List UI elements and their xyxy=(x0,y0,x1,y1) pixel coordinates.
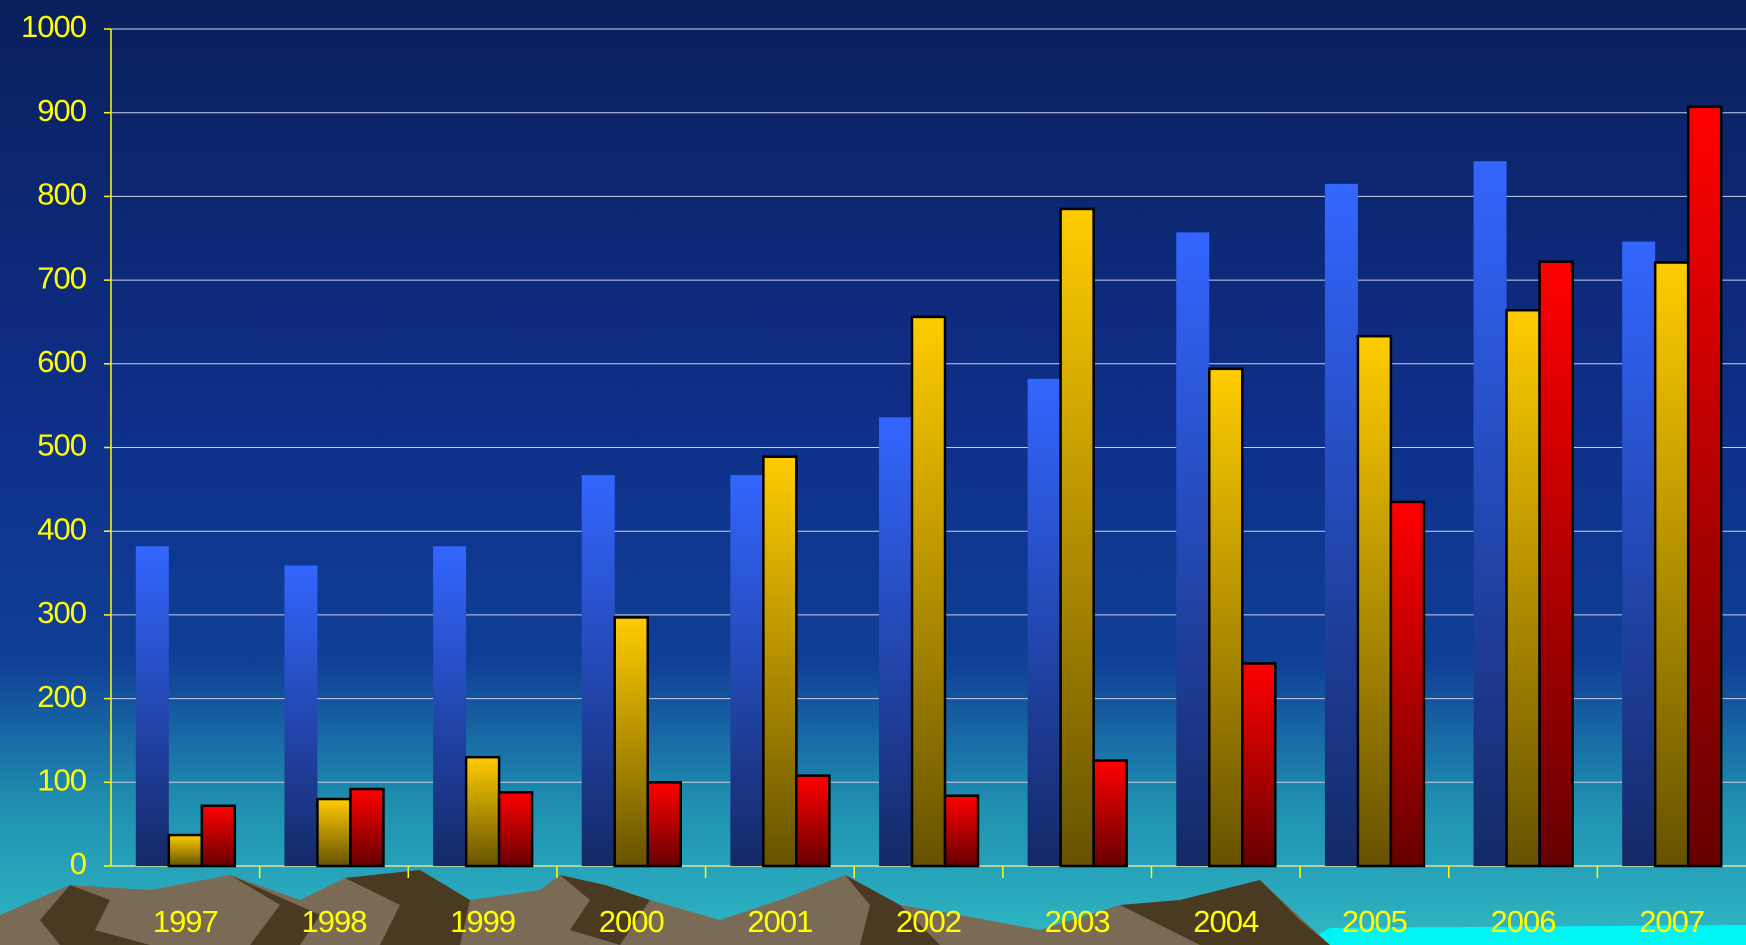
x-tick-label: 2001 xyxy=(747,904,812,939)
x-tick-label: 1997 xyxy=(153,904,218,939)
y-tick-label: 1000 xyxy=(21,9,87,44)
mountains xyxy=(0,870,1746,945)
bar xyxy=(464,755,501,868)
bar xyxy=(349,787,385,868)
bar xyxy=(167,833,204,868)
x-tick-label: 2004 xyxy=(1193,904,1259,939)
x-tick-label: 1999 xyxy=(450,904,515,939)
bar xyxy=(1356,334,1393,868)
bar xyxy=(433,546,467,866)
bar xyxy=(730,475,764,866)
y-tick-label: 300 xyxy=(37,595,86,630)
bar xyxy=(1653,261,1690,868)
y-tick-label: 800 xyxy=(37,177,86,212)
x-tick-label: 2003 xyxy=(1045,904,1110,939)
y-tick-label: 400 xyxy=(37,511,86,546)
bar xyxy=(1538,260,1574,868)
bar xyxy=(1686,105,1723,868)
bar xyxy=(1241,662,1277,868)
bar xyxy=(943,794,980,868)
bar xyxy=(762,455,798,868)
y-tick-label: 0 xyxy=(70,846,87,881)
bar xyxy=(1176,232,1210,867)
y-tick-label: 900 xyxy=(37,93,86,128)
bar xyxy=(135,546,169,866)
bar xyxy=(200,804,237,868)
bar xyxy=(316,797,352,868)
x-tick-label: 2005 xyxy=(1342,904,1407,939)
bar xyxy=(1208,367,1244,868)
bar xyxy=(1505,308,1541,868)
bar xyxy=(1473,161,1507,867)
y-tick-label: 500 xyxy=(37,428,86,463)
bar xyxy=(1622,241,1656,866)
bar xyxy=(284,565,318,866)
y-tick-label: 700 xyxy=(37,260,86,295)
x-tick-label: 2007 xyxy=(1639,904,1704,939)
bar xyxy=(910,315,947,868)
bar xyxy=(646,781,682,868)
y-tick-label: 200 xyxy=(37,679,86,714)
bar xyxy=(581,475,615,866)
x-tick-label: 2006 xyxy=(1491,904,1556,939)
bar xyxy=(1324,183,1358,867)
bar xyxy=(1389,500,1426,868)
bar xyxy=(1059,207,1095,868)
bar xyxy=(795,774,831,868)
y-tick-label: 100 xyxy=(37,762,86,797)
bar xyxy=(1027,378,1061,866)
x-tick-label: 2000 xyxy=(599,904,665,939)
bar xyxy=(613,616,649,868)
bar xyxy=(879,417,912,866)
y-tick-label: 600 xyxy=(37,344,86,379)
x-tick-label: 2002 xyxy=(896,904,961,939)
bar xyxy=(1092,759,1128,868)
x-tick-label: 1998 xyxy=(301,904,366,939)
bar xyxy=(497,791,534,868)
